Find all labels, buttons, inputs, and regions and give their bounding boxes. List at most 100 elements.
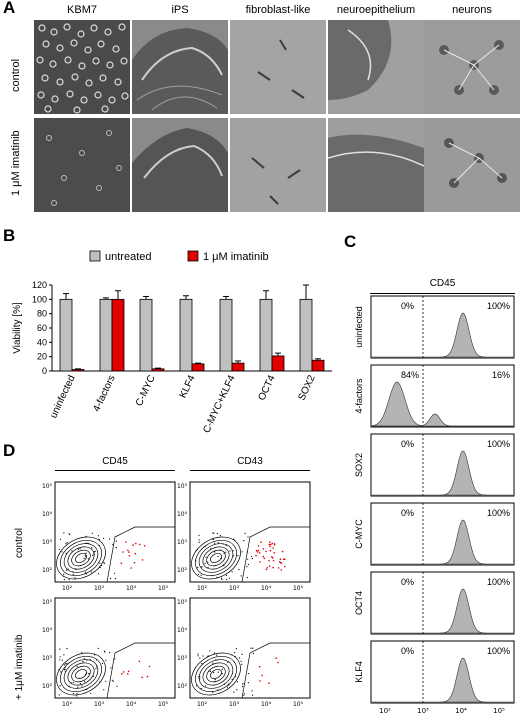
facs-contour — [56, 536, 106, 580]
facs-event-dot — [217, 542, 219, 544]
facs-gated-dot — [134, 552, 137, 555]
facs-contour — [191, 652, 241, 696]
facs-event-dot — [59, 659, 61, 661]
facs-contour — [210, 553, 222, 563]
facs-event-dot — [226, 578, 228, 581]
bar-untreated — [299, 298, 313, 372]
histogram-label: C-MYC — [354, 519, 364, 549]
histogram-label: 4-factors — [354, 378, 364, 414]
facs-gated-dot — [259, 561, 261, 563]
facs-gated-dot — [130, 567, 132, 569]
facs-gated-dot — [271, 542, 274, 545]
facs-contour — [67, 662, 95, 686]
y-tick-label: 80 — [37, 309, 47, 319]
facs-event-dot — [199, 675, 201, 677]
bar-untreated — [259, 298, 273, 372]
facs-event-dot — [215, 659, 217, 661]
facs-gated-dot — [123, 671, 125, 673]
facs-event-dot — [239, 657, 241, 659]
facs-gate — [106, 642, 175, 699]
x-tick-label: 10⁵ — [493, 707, 505, 713]
facs-event-dot — [252, 647, 254, 649]
bar-imatinib — [311, 359, 325, 372]
gate-percent-right: 100% — [487, 439, 510, 449]
facs-gated-dot — [268, 560, 270, 562]
facs-event-dot — [222, 543, 224, 545]
facs-event-dot — [231, 571, 233, 573]
facs-event-dot — [213, 652, 215, 654]
legend-swatch — [89, 250, 101, 262]
facs-contour-plots: 10² 10³ 10⁴ 10⁵ 10² 10³ 10⁴ 10⁵ 10² 10³ 10⁴ 10⁵ 10² 1… — [42, 481, 311, 708]
facs-contour — [191, 536, 241, 580]
facs-event-dot — [93, 552, 95, 554]
facs-contour — [198, 543, 234, 573]
bar-untreated — [179, 298, 193, 372]
micrograph-ips-imatinib — [132, 118, 228, 212]
facs-event-dot — [67, 663, 69, 665]
facs-event-dot — [236, 689, 238, 691]
facs-event-dot — [207, 566, 209, 569]
facs-gated-dot — [262, 555, 265, 558]
facs-event-dot — [220, 577, 223, 579]
facs-event-dot — [111, 679, 113, 681]
facs-event-dot — [238, 569, 240, 571]
facs-event-dot — [58, 669, 60, 671]
facs-gated-dot — [269, 541, 271, 543]
facs-gated-dot — [268, 543, 271, 546]
facs-gated-dot — [284, 558, 286, 560]
facs-y-tick: 10² — [177, 683, 188, 690]
facs-event-dot — [247, 536, 249, 538]
facs-event-dot — [232, 550, 234, 552]
facs-gated-dot — [135, 542, 137, 545]
facs-event-dot — [92, 554, 94, 556]
facs-event-dot — [85, 535, 87, 537]
facs-event-dot — [228, 684, 230, 686]
facs-event-dot — [82, 661, 84, 663]
facs-gated-dot — [120, 562, 123, 564]
x-category-label: uninfected — [48, 374, 77, 420]
facs-event-dot — [59, 685, 61, 687]
facs-contour — [71, 549, 91, 567]
facs-contour — [67, 546, 95, 570]
facs-event-dot — [96, 666, 98, 668]
facs-event-dot — [104, 651, 106, 653]
x-category-label: OCT4 — [256, 373, 277, 402]
row-label-imatinib: 1 μM imatinib — [10, 130, 22, 196]
facs-event-dot — [83, 658, 85, 660]
facs-event-dot — [96, 665, 98, 667]
facs-event-dot — [112, 680, 114, 682]
facs-event-dot — [99, 681, 101, 683]
facs-event-dot — [74, 577, 76, 579]
facs-event-dot — [84, 681, 86, 683]
facs-event-dot — [223, 683, 225, 685]
y-tick-label: 20 — [37, 352, 47, 362]
facs-contour — [206, 665, 226, 683]
facs-x-tick: 10³ — [94, 701, 105, 708]
facs-event-dot — [216, 532, 218, 535]
facs-x-tick: 10³ — [94, 585, 105, 592]
gate-percent-right: 16% — [492, 370, 510, 380]
facs-event-dot — [79, 677, 81, 679]
gate-percent-left: 0% — [401, 646, 414, 656]
facs-gated-dot — [272, 547, 274, 549]
gate-percent-left: 0% — [401, 577, 414, 587]
facs-x-tick: 10⁴ — [126, 585, 137, 592]
facs-gated-dot — [255, 549, 258, 552]
facs-event-dot — [85, 573, 87, 575]
facs-gated-dot — [269, 549, 272, 552]
facs-gated-dot — [266, 567, 269, 569]
facs-event-dot — [112, 544, 114, 546]
facs-event-dot — [114, 578, 116, 580]
facs-event-dot — [243, 540, 245, 542]
facs-event-dot — [101, 662, 104, 664]
facs-x-tick: 10⁵ — [158, 701, 169, 708]
legend-swatch — [187, 250, 199, 262]
facs-y-tick: 10³ — [42, 539, 53, 546]
facs-event-dot — [246, 551, 248, 553]
facs-x-tick: 10² — [197, 585, 208, 592]
facs-y-tick: 10² — [42, 567, 53, 574]
facs-contour — [63, 659, 99, 689]
facs-event-dot — [76, 692, 78, 695]
facs-gated-dot — [128, 554, 131, 557]
facs-gated-dot — [280, 562, 283, 564]
